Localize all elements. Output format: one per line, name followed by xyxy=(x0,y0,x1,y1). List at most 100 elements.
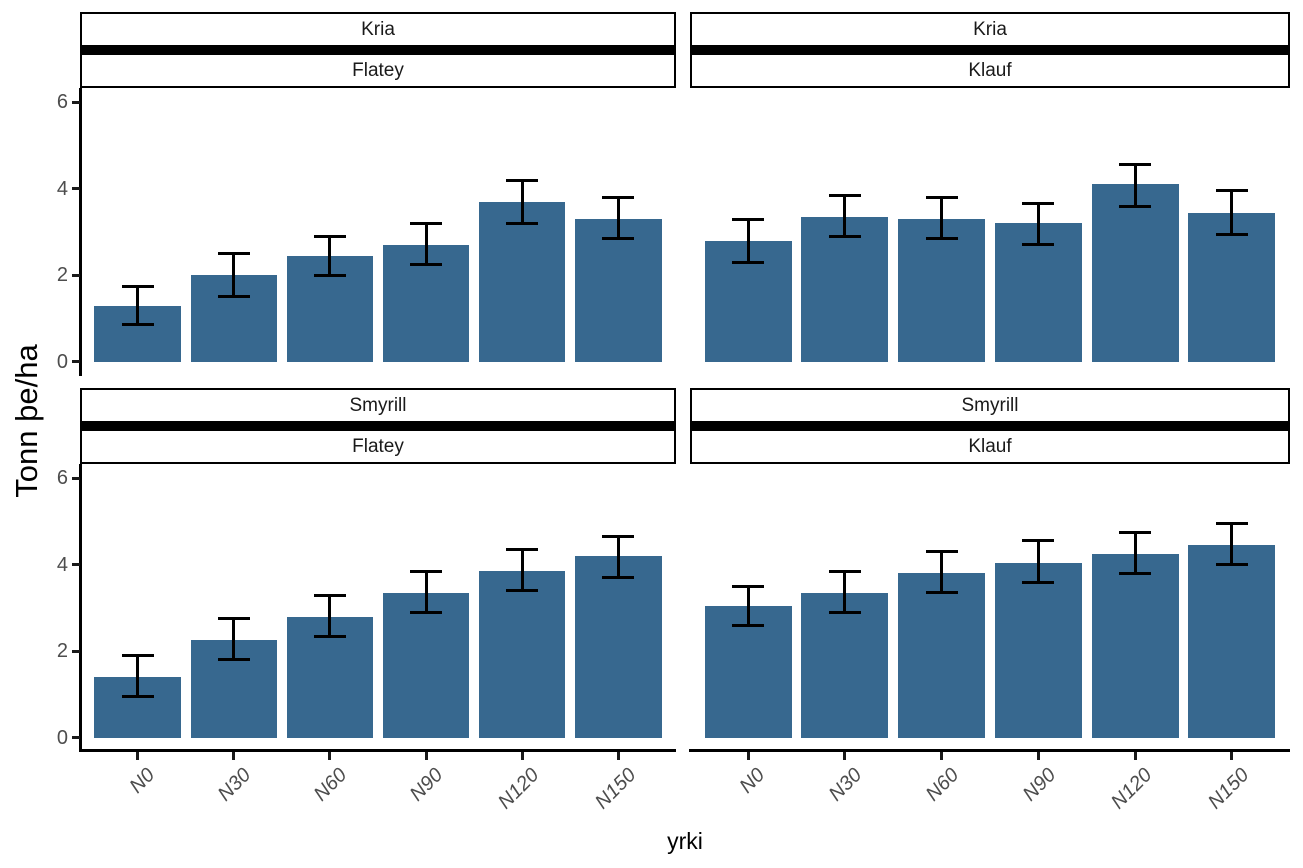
errorbar-cap-top xyxy=(217,617,250,621)
errorbar-kria-flatey-n0 xyxy=(136,286,140,325)
bar-kria-klauf-n30 xyxy=(801,216,889,362)
x-tick xyxy=(424,752,428,760)
errorbar-cap-top xyxy=(313,593,346,597)
errorbar-kria-flatey-n60 xyxy=(328,236,332,276)
y-tick xyxy=(72,476,80,480)
x-tick-label-text: N30 xyxy=(213,764,256,806)
errorbar-smyrill-flatey-n90 xyxy=(424,571,428,613)
x-tick-label-text: N150 xyxy=(1204,764,1254,814)
errorbar-kria-klauf-n60 xyxy=(940,197,944,239)
errorbar-smyrill-flatey-n0 xyxy=(136,655,140,697)
y-tick-label-4: 4 xyxy=(56,553,68,576)
bar-smyrill-klauf-n30 xyxy=(801,592,889,738)
bar-smyrill-flatey-n90 xyxy=(382,592,470,738)
panel-kria-klauf: Kria Klauf xyxy=(690,12,1290,376)
panel-kria-flatey: Kria Flatey xyxy=(72,12,676,376)
bar-smyrill-klauf-n0 xyxy=(704,605,792,738)
errorbar-cap-bottom xyxy=(121,695,154,699)
y-tick-label-0: 0 xyxy=(56,350,68,373)
facet-strip-site: Flatey xyxy=(80,429,676,464)
y-tick xyxy=(72,100,80,104)
y-tick xyxy=(72,360,80,364)
x-tick xyxy=(746,752,750,760)
errorbar-cap-bottom xyxy=(732,260,765,264)
facet-strip-label: Klauf xyxy=(968,436,1012,457)
bar-smyrill-flatey-n150 xyxy=(575,556,662,738)
errorbar-cap-top xyxy=(925,550,958,554)
y-tick-label-2: 2 xyxy=(56,640,68,663)
x-tick-label-text: N90 xyxy=(406,764,448,806)
errorbar-kria-klauf-n150 xyxy=(1230,190,1234,235)
bar-smyrill-klauf-n150 xyxy=(1188,545,1276,738)
bar-kria-klauf-n150 xyxy=(1188,212,1276,362)
panel-smyrill-flatey: Smyrill Flatey xyxy=(72,388,676,760)
errorbar-kria-klauf-n30 xyxy=(843,195,847,237)
errorbar-cap-bottom xyxy=(1215,232,1248,236)
bar-smyrill-klauf-n90 xyxy=(994,562,1082,738)
x-tick xyxy=(843,752,847,760)
y-tick xyxy=(72,273,80,277)
x-tick-label-text: N30 xyxy=(824,764,867,806)
panel-smyrill-klauf: Smyrill Klauf xyxy=(689,388,1290,760)
x-tick-label-text: N60 xyxy=(921,764,964,806)
x-tick xyxy=(328,752,332,760)
x-tick-label-text: N0 xyxy=(735,764,770,798)
errorbar-cap-bottom xyxy=(828,610,861,614)
errorbar-cap-top xyxy=(602,195,635,199)
bar-kria-flatey-n150 xyxy=(575,219,662,362)
errorbar-kria-klauf-n120 xyxy=(1133,164,1137,207)
x-tick xyxy=(136,752,140,760)
x-tick xyxy=(940,752,944,760)
errorbar-cap-bottom xyxy=(1119,204,1152,208)
y-tick xyxy=(72,563,80,567)
errorbar-cap-top xyxy=(1215,522,1248,526)
errorbar-kria-klauf-n0 xyxy=(746,219,750,263)
plot-area xyxy=(690,88,1290,376)
facet-strip-variety: Smyrill xyxy=(80,388,676,423)
errorbar-cap-bottom xyxy=(925,236,958,240)
x-tick-label-text: N90 xyxy=(1018,764,1060,806)
errorbar-cap-top xyxy=(1022,539,1055,543)
x-tick-label-text: N120 xyxy=(494,764,544,814)
errorbar-kria-flatey-n30 xyxy=(232,253,236,297)
errorbar-smyrill-flatey-n30 xyxy=(232,618,236,660)
errorbar-cap-bottom xyxy=(410,262,443,266)
bar-kria-flatey-n120 xyxy=(478,201,566,362)
errorbar-smyrill-klauf-n150 xyxy=(1230,523,1234,565)
bar-kria-klauf-n120 xyxy=(1091,184,1179,362)
errorbar-cap-top xyxy=(925,195,958,199)
x-tick xyxy=(616,752,620,760)
errorbar-cap-bottom xyxy=(313,273,346,277)
y-tick-label-0: 0 xyxy=(56,726,68,749)
y-axis-title: Tonn þe/ha xyxy=(9,344,44,498)
errorbar-smyrill-klauf-n30 xyxy=(843,571,847,613)
errorbar-cap-top xyxy=(828,193,861,197)
errorbar-cap-top xyxy=(217,252,250,256)
strip-divider xyxy=(690,423,1290,429)
errorbar-cap-top xyxy=(1022,202,1055,206)
errorbar-cap-top xyxy=(121,284,154,288)
y-tick-label-6: 6 xyxy=(56,467,68,490)
errorbar-kria-flatey-n90 xyxy=(424,223,428,265)
bar-smyrill-flatey-n120 xyxy=(478,571,566,738)
errorbar-cap-top xyxy=(121,654,154,658)
y-tick xyxy=(72,187,80,191)
x-tick-label-text: N120 xyxy=(1107,764,1157,814)
errorbar-cap-top xyxy=(602,535,635,539)
errorbar-cap-bottom xyxy=(506,221,539,225)
x-tick-label-text: N0 xyxy=(125,764,160,798)
errorbar-cap-bottom xyxy=(506,589,539,593)
x-axis-title: yrki xyxy=(667,828,703,854)
errorbar-cap-top xyxy=(732,217,765,221)
errorbar-cap-bottom xyxy=(217,295,250,299)
strip-divider xyxy=(80,47,676,53)
facet-strip-site: Klauf xyxy=(690,429,1290,464)
errorbar-cap-top xyxy=(1215,189,1248,193)
errorbar-cap-top xyxy=(506,178,539,182)
plot-area xyxy=(72,464,676,760)
errorbar-cap-bottom xyxy=(313,634,346,638)
x-tick-label-text: N60 xyxy=(309,764,352,806)
y-axis-line xyxy=(79,464,82,752)
y-tick xyxy=(72,736,80,740)
errorbar-cap-bottom xyxy=(925,591,958,595)
